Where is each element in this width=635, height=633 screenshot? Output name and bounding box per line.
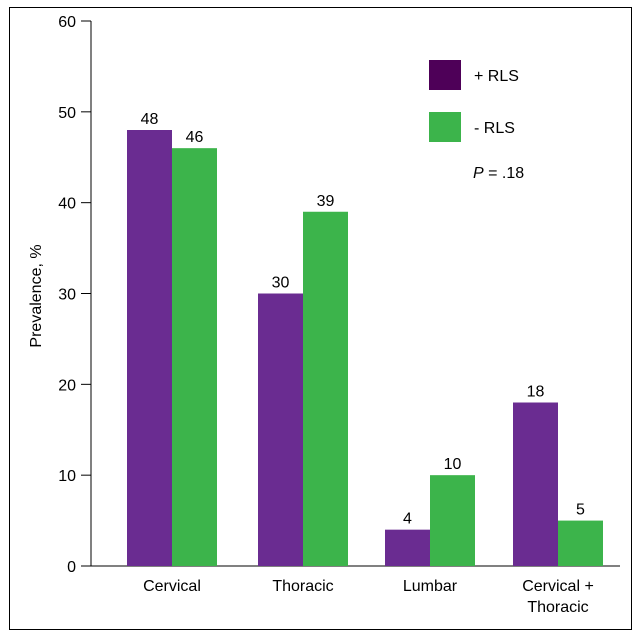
y-tick-label: 60 [58,14,76,31]
bar-value-label: 10 [444,456,462,473]
y-tick-label: 30 [58,287,76,304]
bar-value-label: 48 [141,111,159,128]
category-labels: Cervical Thoracic Lumbar Cervical + Thoracic [143,578,594,616]
bar [430,475,475,566]
bar-value-label: 39 [317,193,335,210]
legend-swatch [429,60,461,90]
y-axis-label: Prevalence, % [28,244,45,347]
bar [385,529,430,566]
bar [303,211,348,566]
p-value: = .18 [484,165,525,182]
y-ticks: 0 10 20 30 40 50 60 [58,14,91,576]
y-tick-label: 40 [58,196,76,213]
y-tick-label: 20 [58,377,76,394]
legend-label: - RLS [474,120,515,137]
category-label: Cervical [143,578,201,595]
legend-label: + RLS [474,68,519,85]
bar-value-label: 5 [576,502,585,519]
category-label: Cervical + [522,578,594,595]
bar-value-label: 46 [186,129,204,146]
legend: + RLS - RLS [429,60,519,142]
bar-value-label: 18 [527,384,545,401]
bars [127,130,603,566]
y-tick-label: 10 [58,468,76,485]
bar [172,148,217,566]
p-symbol: P [473,165,484,182]
bar [513,402,558,566]
category-label: Thoracic [272,578,333,595]
bar [558,520,603,566]
category-label: Lumbar [403,578,458,595]
p-value-annotation: P = .18 [473,165,524,182]
bar-value-labels: 48 30 4 18 46 39 10 5 [141,111,585,528]
bar [127,130,172,566]
y-tick-label: 50 [58,105,76,122]
legend-swatch [429,112,461,142]
category-label: Thoracic [527,599,588,616]
bar-value-label: 4 [403,511,412,528]
bar [258,293,303,566]
y-tick-label: 0 [67,559,76,576]
bar-value-label: 30 [272,275,290,292]
